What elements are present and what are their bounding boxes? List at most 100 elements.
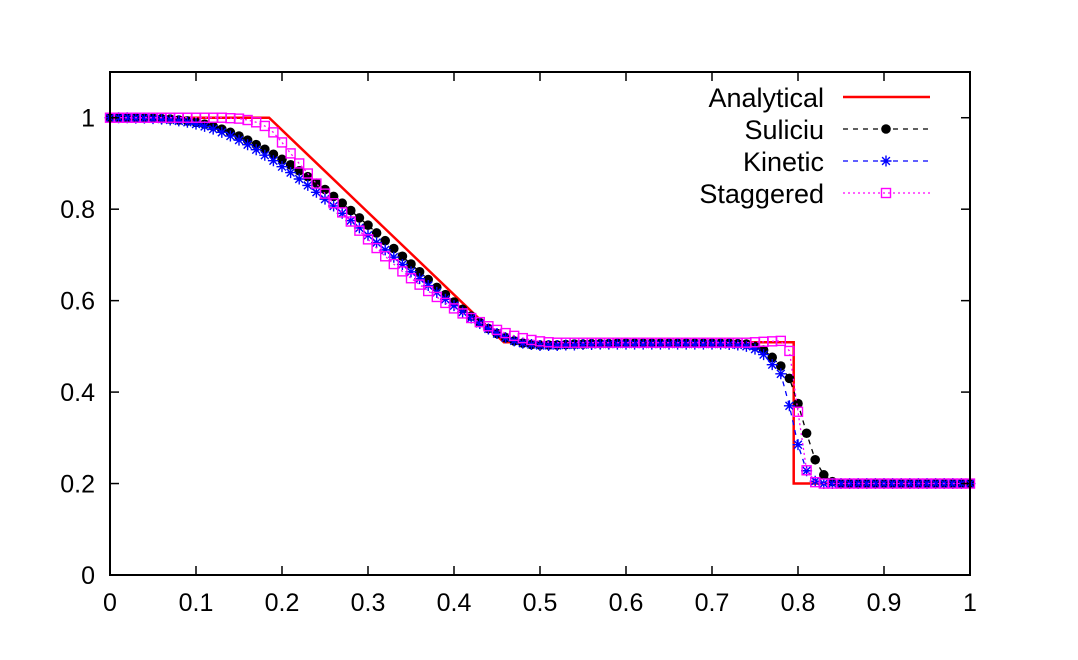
data-point (389, 243, 399, 254)
y-tick-label: 0.8 (60, 196, 95, 224)
plot-series (104, 112, 976, 490)
series-line-analytical (110, 116, 970, 485)
series-staggered (104, 112, 976, 489)
data-point (551, 339, 563, 351)
data-point (414, 273, 426, 285)
data-point (293, 173, 305, 185)
series-line-kinetic (110, 117, 970, 485)
x-tick-label: 0 (103, 589, 117, 617)
data-point (423, 274, 434, 285)
legend-entry-suliciu: Suliciu (744, 115, 930, 145)
data-point (431, 291, 442, 303)
data-point (268, 149, 279, 160)
data-point (302, 168, 313, 179)
data-point (568, 339, 580, 351)
data-point (388, 251, 400, 263)
data-point (173, 115, 185, 127)
data-point (930, 478, 942, 490)
data-point (164, 114, 176, 126)
data-point (242, 139, 254, 151)
data-point (689, 338, 701, 350)
data-point (801, 465, 812, 476)
data-point (388, 258, 399, 270)
legend-swatch-marker (880, 155, 892, 167)
data-point (147, 113, 159, 125)
legend-entry-kinetic: Kinetic (743, 147, 930, 177)
data-point (224, 130, 236, 142)
series-line-suliciu (110, 117, 970, 485)
data-point (474, 318, 486, 329)
data-point (233, 134, 245, 146)
data-point (260, 144, 270, 155)
data-point (276, 137, 288, 148)
data-point (354, 213, 365, 223)
data-point (353, 222, 365, 234)
legend-label: Suliciu (744, 115, 824, 145)
data-point (216, 126, 228, 138)
data-point (337, 207, 348, 218)
plot-frame (109, 71, 971, 576)
data-point (380, 235, 391, 246)
data-point (371, 228, 382, 238)
data-point (586, 339, 598, 351)
series-analytical (110, 116, 970, 485)
data-point (835, 478, 847, 490)
data-point (680, 338, 692, 350)
data-point (138, 112, 150, 124)
y-tick-label: 0.2 (60, 471, 95, 499)
data-point (371, 237, 383, 249)
x-tick-label: 0.9 (867, 589, 902, 617)
data-point (380, 251, 391, 262)
data-point (345, 215, 357, 227)
series-line-staggered (110, 117, 970, 485)
data-point (379, 244, 391, 256)
data-point (121, 112, 133, 124)
x-tick-label: 0.6 (609, 589, 644, 617)
data-point (783, 400, 795, 412)
y-tick-label: 1 (81, 105, 95, 133)
data-point (887, 478, 899, 490)
legend-entry-analytical: Analytical (708, 83, 930, 113)
data-point (895, 478, 907, 490)
data-point (706, 338, 718, 350)
data-point (396, 259, 408, 271)
data-point (637, 338, 649, 350)
data-point (792, 439, 804, 451)
y-tick-label: 0.6 (60, 288, 95, 316)
x-tick-label: 0.7 (695, 589, 730, 617)
data-point (207, 123, 219, 135)
data-point (611, 338, 623, 350)
data-point (345, 216, 356, 227)
data-point (663, 338, 675, 350)
data-point (422, 280, 434, 292)
data-point (259, 120, 270, 132)
data-point (697, 338, 709, 350)
data-point (285, 148, 296, 159)
data-point (259, 149, 271, 161)
data-point (363, 220, 373, 230)
data-point (921, 478, 933, 490)
data-point (560, 339, 572, 351)
data-point (414, 279, 425, 290)
data-point (792, 406, 804, 417)
data-point (405, 266, 417, 278)
data-point (156, 113, 168, 125)
data-point (620, 338, 632, 350)
data-point (346, 205, 356, 216)
data-point (190, 118, 202, 130)
data-point (311, 178, 322, 189)
data-point (397, 251, 408, 262)
data-point (328, 200, 340, 212)
x-tick-label: 0.4 (437, 589, 472, 617)
data-point (801, 428, 812, 439)
data-point (543, 339, 555, 351)
data-point (319, 193, 331, 205)
data-point (354, 225, 365, 236)
data-point (819, 470, 829, 480)
data-point (784, 373, 795, 384)
data-point (947, 478, 959, 490)
data-point (715, 338, 727, 350)
data-point (448, 300, 460, 312)
